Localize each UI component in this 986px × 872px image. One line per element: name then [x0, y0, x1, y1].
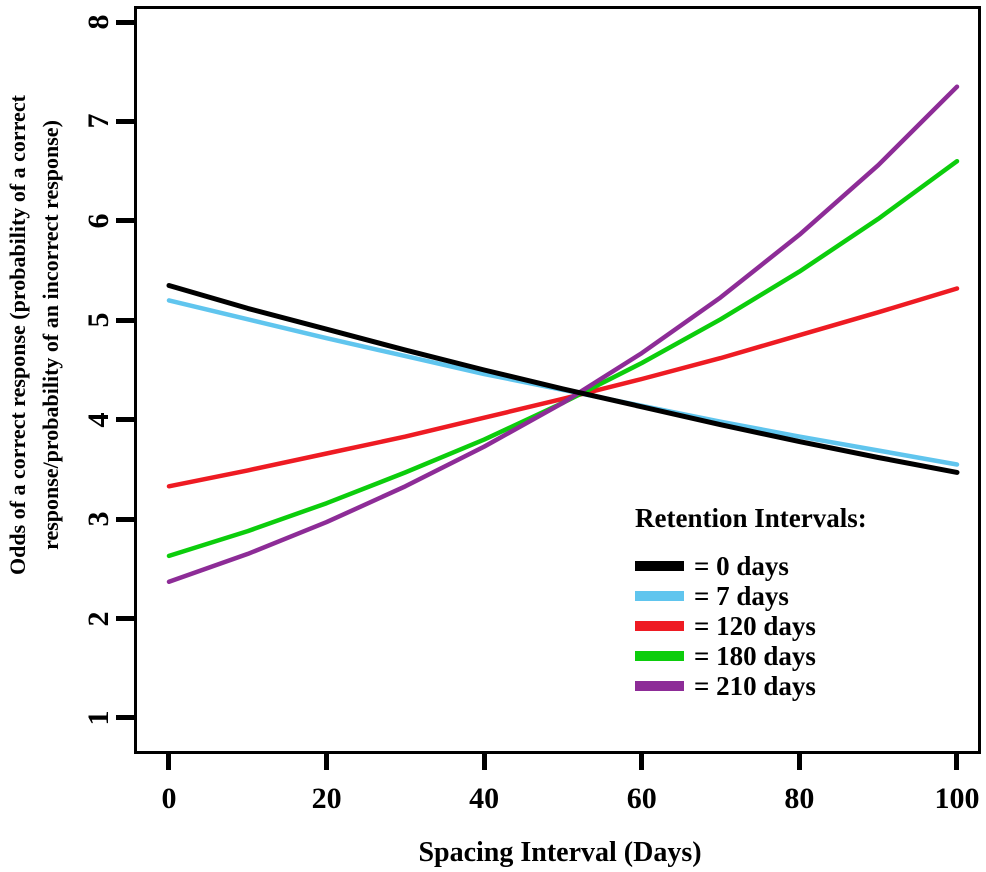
- y-tick-label: 6: [82, 213, 115, 229]
- legend-label: = 120 days: [694, 611, 816, 641]
- legend-swatch: [635, 621, 684, 631]
- legend-label: = 180 days: [694, 641, 816, 671]
- y-axis-title-line-1: Odds of a correct response (probability …: [5, 95, 30, 575]
- x-tick: [481, 753, 487, 770]
- y-tick-label: 1: [82, 710, 115, 726]
- series-line-210-days: [166, 84, 960, 585]
- y-tick-label: 2: [82, 611, 115, 627]
- y-axis-title: Odds of a correct response (probability …: [0, 0, 68, 706]
- y-tick-label: 3: [82, 511, 115, 527]
- x-tick-label: 20: [311, 782, 342, 815]
- x-axis-title: Spacing Interval (Days): [418, 837, 702, 868]
- y-tick: [116, 19, 135, 25]
- legend-title: Retention Intervals:: [635, 503, 867, 533]
- y-tick-label: 4: [82, 412, 115, 428]
- y-axis-title-line-2: response/probability of an incorrect res…: [38, 120, 63, 550]
- legend-label: = 210 days: [694, 671, 816, 701]
- legend-swatch: [635, 591, 684, 601]
- legend-swatch: [635, 681, 684, 691]
- legend-item-120-days: = 120 days: [635, 611, 867, 641]
- x-tick-label: 60: [626, 782, 657, 815]
- y-tick: [116, 218, 135, 224]
- x-tick-label: 0: [161, 782, 177, 815]
- legend-item-7-days: = 7 days: [635, 581, 867, 611]
- y-axis-title-text: Odds of a correct response (probability …: [1, 0, 67, 706]
- legend-label: = 7 days: [694, 581, 789, 611]
- legend-swatch: [635, 651, 684, 661]
- y-tick-label: 7: [82, 113, 115, 129]
- legend-rows: = 0 days = 7 days = 120 days = 180 days = 21…: [635, 551, 867, 701]
- x-tick-label: 80: [784, 782, 815, 815]
- y-tick: [116, 118, 135, 124]
- legend-item-210-days: = 210 days: [635, 671, 867, 701]
- series-line-120-days: [166, 286, 960, 489]
- y-tick: [116, 516, 135, 522]
- plot-area: Retention Intervals: = 0 days = 7 days = 1…: [134, 6, 981, 754]
- legend-item-0-days: = 0 days: [635, 551, 867, 581]
- x-tick-label: 100: [934, 782, 980, 815]
- legend-item-180-days: = 180 days: [635, 641, 867, 671]
- legend-label: = 0 days: [694, 551, 789, 581]
- x-tick: [639, 753, 645, 770]
- series-line-0-days: [166, 283, 960, 475]
- x-tick: [166, 753, 172, 770]
- legend-swatch: [635, 561, 684, 571]
- y-tick: [116, 616, 135, 622]
- y-tick-label: 8: [82, 14, 115, 30]
- y-tick: [116, 715, 135, 721]
- legend: Retention Intervals: = 0 days = 7 days = 1…: [635, 503, 867, 701]
- y-tick: [116, 317, 135, 323]
- x-tick: [324, 753, 330, 770]
- y-tick: [116, 417, 135, 423]
- x-tick: [796, 753, 802, 770]
- series-line-180-days: [166, 158, 960, 559]
- y-tick-label: 5: [82, 312, 115, 328]
- x-tick-label: 40: [469, 782, 500, 815]
- x-tick: [954, 753, 960, 770]
- chart-lines-canvas: [166, 84, 960, 585]
